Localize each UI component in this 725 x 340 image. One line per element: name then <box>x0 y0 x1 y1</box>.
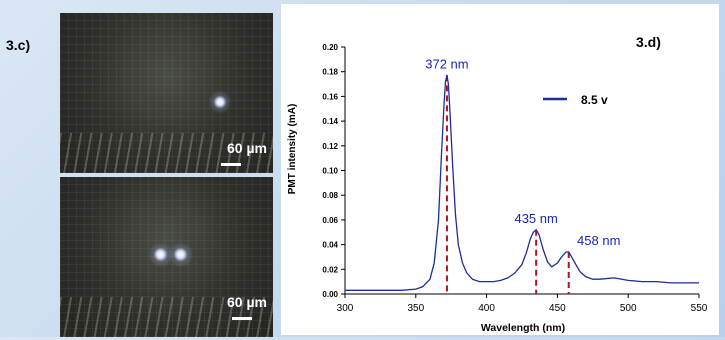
micrograph-double-spot: 60 µm <box>60 177 273 337</box>
scale-bar <box>232 317 252 320</box>
x-tick-label: 500 <box>620 303 637 314</box>
y-tick-label: 0.14 <box>322 117 338 126</box>
scale-bar-label: 60 µm <box>227 140 267 156</box>
y-tick-label: 0.18 <box>322 68 338 77</box>
emission-spot <box>214 96 226 108</box>
y-tick-label: 0.06 <box>322 216 338 225</box>
peak-label: 372 nm <box>425 56 468 71</box>
y-tick-label: 0.16 <box>322 92 338 101</box>
legend-label: 8.5 v <box>581 93 608 107</box>
emission-spot-right <box>174 248 187 261</box>
micrograph-single-spot: 60 µm <box>60 13 273 173</box>
y-tick-label: 0.10 <box>322 167 338 176</box>
scale-bar-label: 60 µm <box>227 294 267 310</box>
y-tick-label: 0.00 <box>322 290 338 299</box>
y-tick-label: 0.04 <box>322 241 338 250</box>
x-tick-label: 400 <box>478 303 495 314</box>
x-axis-label: Wavelength (nm) <box>481 322 565 334</box>
peak-label: 435 nm <box>514 211 557 226</box>
series-line <box>345 74 699 291</box>
scale-bar <box>221 163 241 166</box>
emission-spot-left <box>154 248 167 261</box>
x-tick-label: 450 <box>549 303 566 314</box>
spectrum-chart-panel: 3.d) PMT intensity (mA) Wavelength (nm) … <box>281 4 719 335</box>
spectrum-chart: PMT intensity (mA) Wavelength (nm) 8.5 v… <box>287 43 708 334</box>
peak-label: 458 nm <box>577 233 620 248</box>
micrograph-grid-texture <box>60 13 273 173</box>
micrograph-fiber-texture <box>60 133 273 173</box>
panel-d-label: 3.d) <box>636 34 661 50</box>
y-tick-label: 0.12 <box>322 142 338 151</box>
y-tick-label: 0.02 <box>322 265 338 274</box>
x-tick-label: 550 <box>691 303 708 314</box>
y-tick-label: 0.08 <box>322 191 338 200</box>
y-tick-label: 0.20 <box>322 43 338 52</box>
x-tick-label: 350 <box>407 303 424 314</box>
x-tick-label: 300 <box>337 303 354 314</box>
y-axis-label: PMT intensity (mA) <box>287 104 298 195</box>
panel-c-label: 3.c) <box>6 37 31 53</box>
